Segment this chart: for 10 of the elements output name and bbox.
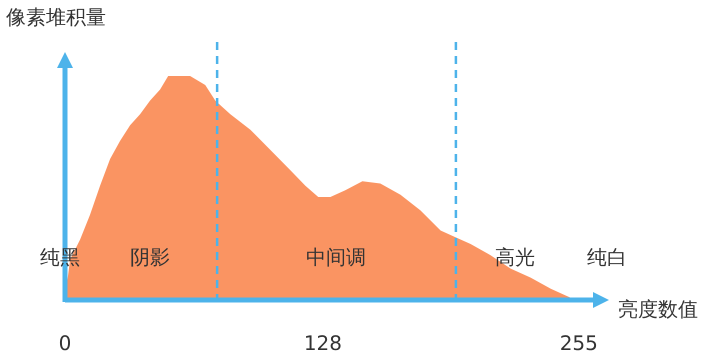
x-tick-label: 0 <box>58 331 72 355</box>
x-axis-title: 亮度数值 <box>618 297 698 321</box>
y-axis-title: 像素堆积量 <box>6 5 106 29</box>
annotation: 中间调 <box>306 245 366 269</box>
x-tick-label: 255 <box>560 331 598 355</box>
annotation: 纯黑 <box>40 245 80 269</box>
annotation: 高光 <box>495 245 535 269</box>
x-tick-label: 128 <box>304 331 342 355</box>
annotation: 纯白 <box>587 245 627 269</box>
annotation: 阴影 <box>130 245 170 269</box>
